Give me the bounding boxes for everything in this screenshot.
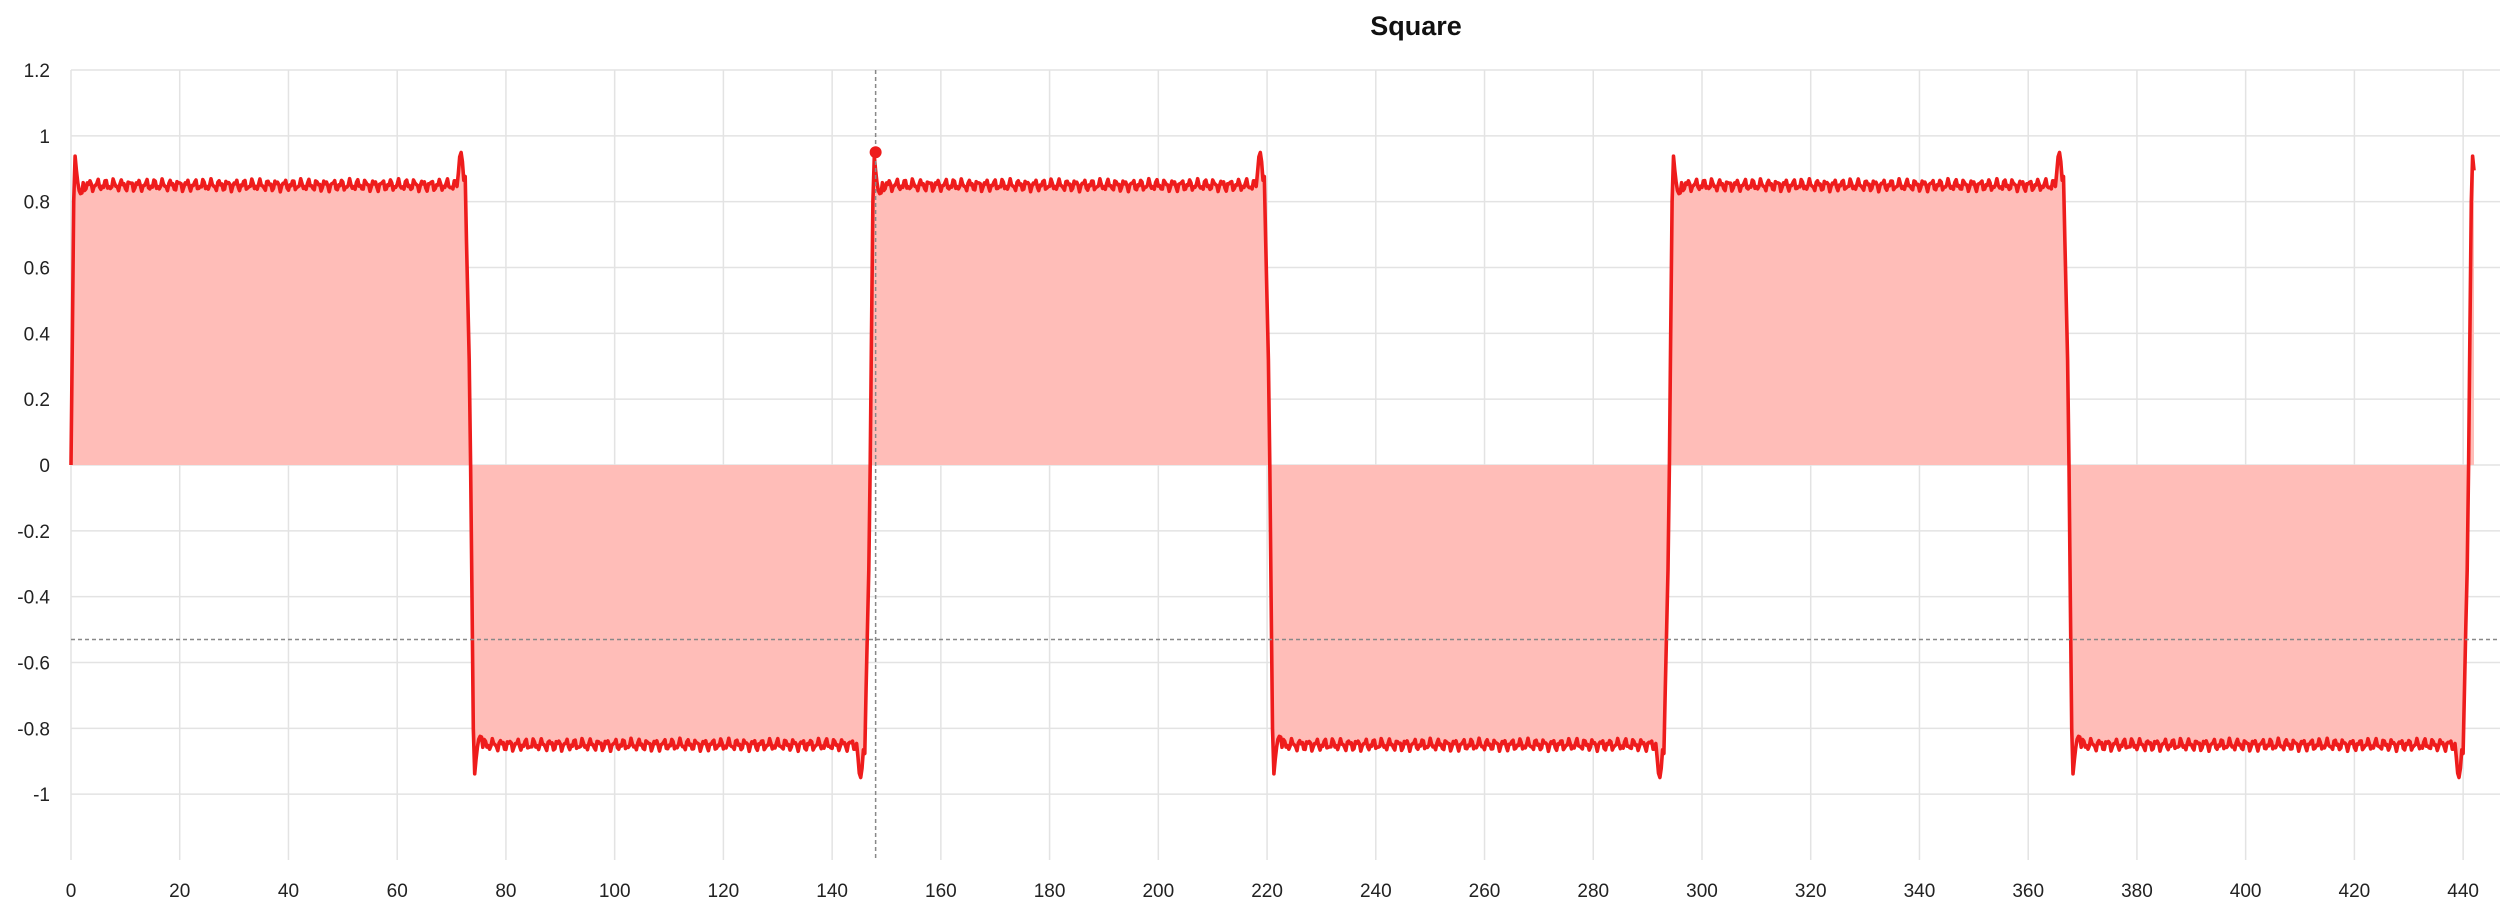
x-tick-label-240: 240 [1360, 881, 1392, 902]
y-tick-label--0.8: -0.8 [17, 719, 50, 740]
hover-point[interactable] [869, 146, 882, 159]
x-tick-label-100: 100 [599, 881, 631, 902]
y-tick-label--0.6: -0.6 [17, 654, 50, 675]
x-tick-label-80: 80 [495, 881, 516, 902]
x-tick-label-140: 140 [816, 881, 848, 902]
y-tick-label-1: 1 [39, 127, 50, 148]
series-line[interactable] [69, 150, 2476, 780]
x-tick-label-360: 360 [2012, 881, 2044, 902]
x-tick-label-200: 200 [1142, 881, 1174, 902]
x-tick-label-0: 0 [66, 881, 77, 902]
x-tick-label-40: 40 [278, 881, 299, 902]
x-tick-label-20: 20 [169, 881, 190, 902]
y-tick-label-0.6: 0.6 [24, 259, 50, 280]
x-tick-label-400: 400 [2230, 881, 2262, 902]
x-tick-label-180: 180 [1034, 881, 1066, 902]
x-tick-label-440: 440 [2447, 881, 2479, 902]
x-tick-label-420: 420 [2339, 881, 2371, 902]
y-tick-label--1: -1 [33, 785, 50, 806]
x-tick-label-160: 160 [925, 881, 957, 902]
x-tick-label-320: 320 [1795, 881, 1827, 902]
y-tick-label-0.2: 0.2 [24, 390, 50, 411]
x-tick-label-120: 120 [708, 881, 740, 902]
y-tick-label--0.2: -0.2 [17, 522, 50, 543]
crosshair [71, 70, 2500, 860]
x-tick-label-380: 380 [2121, 881, 2153, 902]
y-tick-label--0.4: -0.4 [17, 588, 50, 609]
x-tick-label-340: 340 [1904, 881, 1936, 902]
series-lines [69, 150, 2476, 780]
y-tick-label-0.4: 0.4 [24, 324, 51, 345]
series-area [71, 152, 2474, 778]
x-tick-label-260: 260 [1469, 881, 1501, 902]
tick-labels: 0 20 40 60 80 100 120 140 160 180 200 220 240 260 280 3… [17, 61, 2479, 902]
x-tick-label-300: 300 [1686, 881, 1718, 902]
y-tick-label-0.8: 0.8 [24, 193, 50, 214]
y-tick-label-0: 0 [39, 456, 50, 477]
area-fill [71, 152, 2474, 778]
x-tick-label-220: 220 [1251, 881, 1283, 902]
chart-title: Square [1370, 11, 1462, 41]
x-tick-label-280: 280 [1577, 881, 1609, 902]
y-tick-label-1.2: 1.2 [24, 61, 50, 82]
x-tick-label-60: 60 [387, 881, 408, 902]
